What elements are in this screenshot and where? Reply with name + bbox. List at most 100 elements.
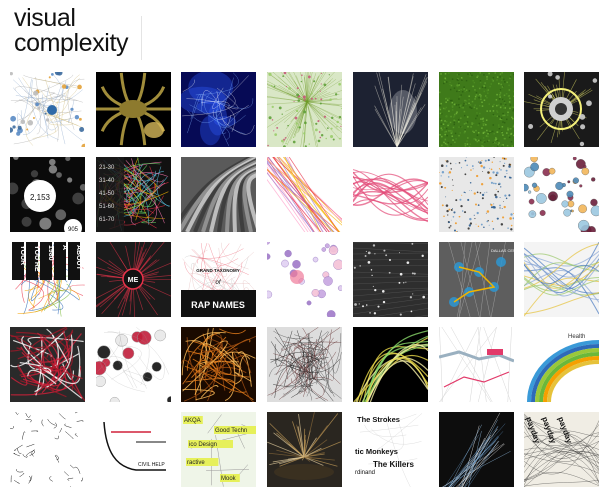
thumbnail-image — [267, 72, 342, 147]
thumbnail-image — [267, 412, 342, 487]
thumbnail-image — [439, 157, 514, 232]
tile-label: tic Monkeys — [355, 447, 398, 456]
tile-label: RAP NAMES — [191, 300, 245, 310]
thumbnail-image — [267, 242, 342, 317]
thumbnail-image: 2,153 905 — [10, 157, 85, 232]
tile-label: 51-60 — [99, 204, 115, 210]
thumbnail-image — [181, 157, 256, 232]
thumbnail-image: CIVIL HELP — [96, 412, 171, 487]
thumbnail-image — [524, 242, 599, 317]
project-thumbnail[interactable]: CIVIL HELP — [96, 412, 171, 487]
tile-label: The Strokes — [357, 415, 400, 424]
project-thumbnail[interactable] — [524, 157, 599, 232]
project-thumbnail[interactable] — [10, 72, 85, 147]
project-thumbnail[interactable] — [267, 242, 342, 317]
tile-label: YOUR — [19, 245, 26, 265]
tile-label: ME — [128, 277, 139, 284]
project-thumbnail[interactable] — [96, 327, 171, 402]
thumbnail-image — [181, 72, 256, 147]
tile-label: DALLAS CENTER — [491, 248, 514, 253]
tile-label: 905 — [68, 227, 79, 232]
thumbnail-image — [353, 72, 428, 147]
thumbnail-image — [10, 327, 85, 402]
tile-label: 61-70 — [99, 217, 115, 223]
thumbnail-image — [181, 327, 256, 402]
tile-label: 31-40 — [99, 178, 115, 184]
project-thumbnail[interactable] — [267, 157, 342, 232]
project-thumbnail[interactable] — [267, 412, 342, 487]
tile-label: 21-30 — [99, 165, 115, 171]
thumbnail-image: Health — [524, 327, 599, 402]
thumbnail-image — [267, 157, 342, 232]
tile-label: Good Techn — [215, 428, 247, 434]
project-thumbnail[interactable] — [96, 72, 171, 147]
project-thumbnail[interactable] — [439, 72, 514, 147]
thumbnail-image — [439, 327, 514, 402]
project-thumbnail[interactable] — [10, 412, 85, 487]
project-thumbnail[interactable] — [181, 72, 256, 147]
tile-label: The Killers — [373, 460, 414, 469]
project-thumbnail[interactable] — [353, 72, 428, 147]
site-header: visual complexity — [0, 0, 600, 64]
thumbnail-image — [439, 412, 514, 487]
logo-line-2: complexity — [14, 31, 128, 56]
project-thumbnail[interactable] — [353, 157, 428, 232]
thumbnail-image — [267, 327, 342, 402]
tile-label: 41-50 — [99, 191, 115, 197]
project-thumbnail[interactable] — [10, 327, 85, 402]
tile-label: YOU'RE — [33, 245, 40, 272]
tile-label: CIVIL HELP — [138, 462, 165, 468]
project-thumbnail[interactable]: 21-30 31-40 41-50 51-60 61-70 — [96, 157, 171, 232]
thumbnail-image: 21-30 31-40 41-50 51-60 61-70 — [96, 157, 171, 232]
project-thumbnail[interactable] — [524, 72, 599, 147]
thumbnail-image: DALLAS CENTER — [439, 242, 514, 317]
tile-label: GRAND TAXONOMY — [196, 268, 239, 273]
thumbnail-image — [96, 72, 171, 147]
thumbnail-image — [10, 412, 85, 487]
project-thumbnail[interactable] — [267, 72, 342, 147]
thumbnail-image — [439, 72, 514, 147]
thumbnail-image — [96, 327, 171, 402]
tile-label: 2,153 — [30, 193, 51, 202]
project-thumbnail[interactable] — [524, 242, 599, 317]
project-thumbnail[interactable] — [439, 327, 514, 402]
tile-label: A — [61, 245, 68, 250]
thumbnail-image — [10, 72, 85, 147]
project-thumbnail[interactable]: DALLAS CENTER — [439, 242, 514, 317]
project-thumbnail[interactable] — [181, 157, 256, 232]
project-thumbnail[interactable] — [353, 242, 428, 317]
site-logo[interactable]: visual complexity — [14, 6, 128, 56]
thumbnail-image — [353, 327, 428, 402]
project-thumbnail[interactable] — [181, 327, 256, 402]
thumbnail-image: ME — [96, 242, 171, 317]
project-thumbnail[interactable] — [439, 157, 514, 232]
header-divider — [141, 16, 142, 60]
project-thumbnail[interactable]: ME — [96, 242, 171, 317]
thumbnail-image: YOUR YOU'RE 1980 A ABOUT — [10, 242, 85, 317]
logo-line-1: visual — [14, 6, 128, 31]
project-thumbnail[interactable] — [353, 327, 428, 402]
thumbnail-image — [353, 242, 428, 317]
tile-label: 1980 — [47, 245, 54, 261]
project-thumbnail[interactable] — [439, 412, 514, 487]
project-thumbnail[interactable]: Health — [524, 327, 599, 402]
tile-label: Mook — [221, 476, 237, 482]
project-thumbnail[interactable] — [267, 327, 342, 402]
thumbnail-image — [524, 72, 599, 147]
tile-label: ABOUT — [75, 245, 82, 271]
project-thumbnail[interactable]: 2,153 905 — [10, 157, 85, 232]
tile-label: ico Design — [189, 442, 217, 448]
tile-label: rdinand — [355, 470, 375, 476]
thumbnail-image — [353, 157, 428, 232]
project-thumbnail[interactable]: YOUR YOU'RE 1980 A ABOUT — [10, 242, 85, 317]
thumbnail-image — [524, 157, 599, 232]
